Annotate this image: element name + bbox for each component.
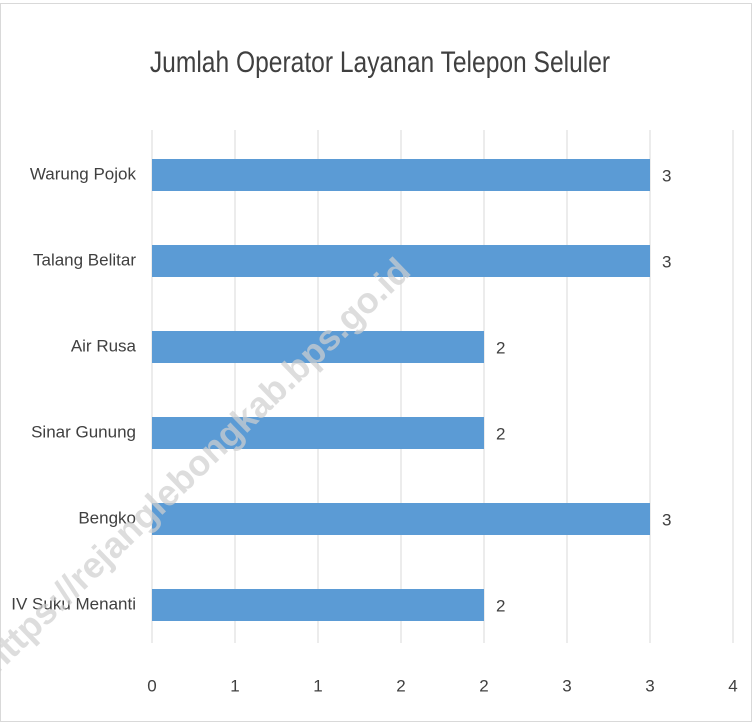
x-tick-label: 1 — [230, 676, 239, 695]
x-tick-label: 4 — [728, 676, 737, 695]
bar — [152, 159, 650, 191]
bar — [152, 589, 484, 621]
y-tick-label: Air Rusa — [71, 336, 137, 355]
data-label: 3 — [662, 166, 671, 185]
data-label: 3 — [662, 252, 671, 271]
y-tick-label: Talang Belitar — [33, 250, 136, 269]
x-tick-label: 2 — [479, 676, 488, 695]
data-label: 3 — [662, 510, 671, 529]
bar — [152, 417, 484, 449]
chart-title: Jumlah Operator Layanan Telepon Seluler — [150, 45, 610, 79]
bar — [152, 245, 650, 277]
y-tick-label: Bengko — [78, 508, 136, 527]
bar — [152, 503, 650, 535]
x-tick-label: 0 — [147, 676, 156, 695]
data-label: 2 — [496, 338, 505, 357]
y-tick-label: IV Suku Menanti — [11, 594, 136, 613]
x-tick-label: 1 — [313, 676, 322, 695]
x-tick-label: 2 — [396, 676, 405, 695]
data-label: 2 — [496, 424, 505, 443]
x-tick-label: 3 — [562, 676, 571, 695]
bar — [152, 331, 484, 363]
y-tick-label: Sinar Gunung — [31, 422, 136, 441]
data-label: 2 — [496, 596, 505, 615]
x-tick-label: 3 — [645, 676, 654, 695]
y-tick-label: Warung Pojok — [30, 164, 137, 183]
